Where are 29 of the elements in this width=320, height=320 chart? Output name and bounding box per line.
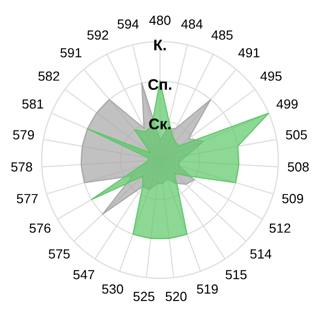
- spoke-label: 480: [149, 16, 170, 26]
- spoke-label: 576: [30, 223, 50, 233]
- spoke-label: 575: [48, 249, 70, 259]
- spoke-label: 495: [260, 71, 282, 81]
- spoke-label: 520: [166, 292, 187, 302]
- spoke-label: 509: [282, 194, 304, 204]
- spoke-label: 499: [276, 99, 298, 109]
- spoke-label: 578: [11, 162, 32, 172]
- spoke-label: 508: [288, 162, 309, 172]
- y-tick-label: Ск.: [149, 118, 170, 130]
- spoke-label: 577: [16, 194, 38, 204]
- spoke-label: 592: [87, 30, 108, 40]
- spoke-label: 491: [238, 48, 260, 58]
- spoke-label: 582: [38, 71, 60, 81]
- spoke-label: 581: [22, 99, 44, 109]
- spoke-label: 514: [250, 249, 272, 259]
- spoke-label: 594: [118, 19, 139, 29]
- spoke-label: 547: [73, 270, 94, 280]
- spoke-label: 591: [60, 48, 82, 58]
- spoke-label: 519: [196, 284, 218, 294]
- spoke-label: 485: [211, 30, 233, 40]
- spoke-label: 484: [181, 19, 203, 29]
- spoke-label: 525: [133, 292, 154, 302]
- y-tick-label: К.: [154, 40, 166, 50]
- spoke-label: 512: [270, 223, 290, 233]
- spoke-label: 505: [286, 130, 307, 140]
- spoke-label: 579: [13, 130, 34, 140]
- spoke-label: 515: [226, 270, 247, 280]
- spoke-label: 530: [102, 284, 124, 294]
